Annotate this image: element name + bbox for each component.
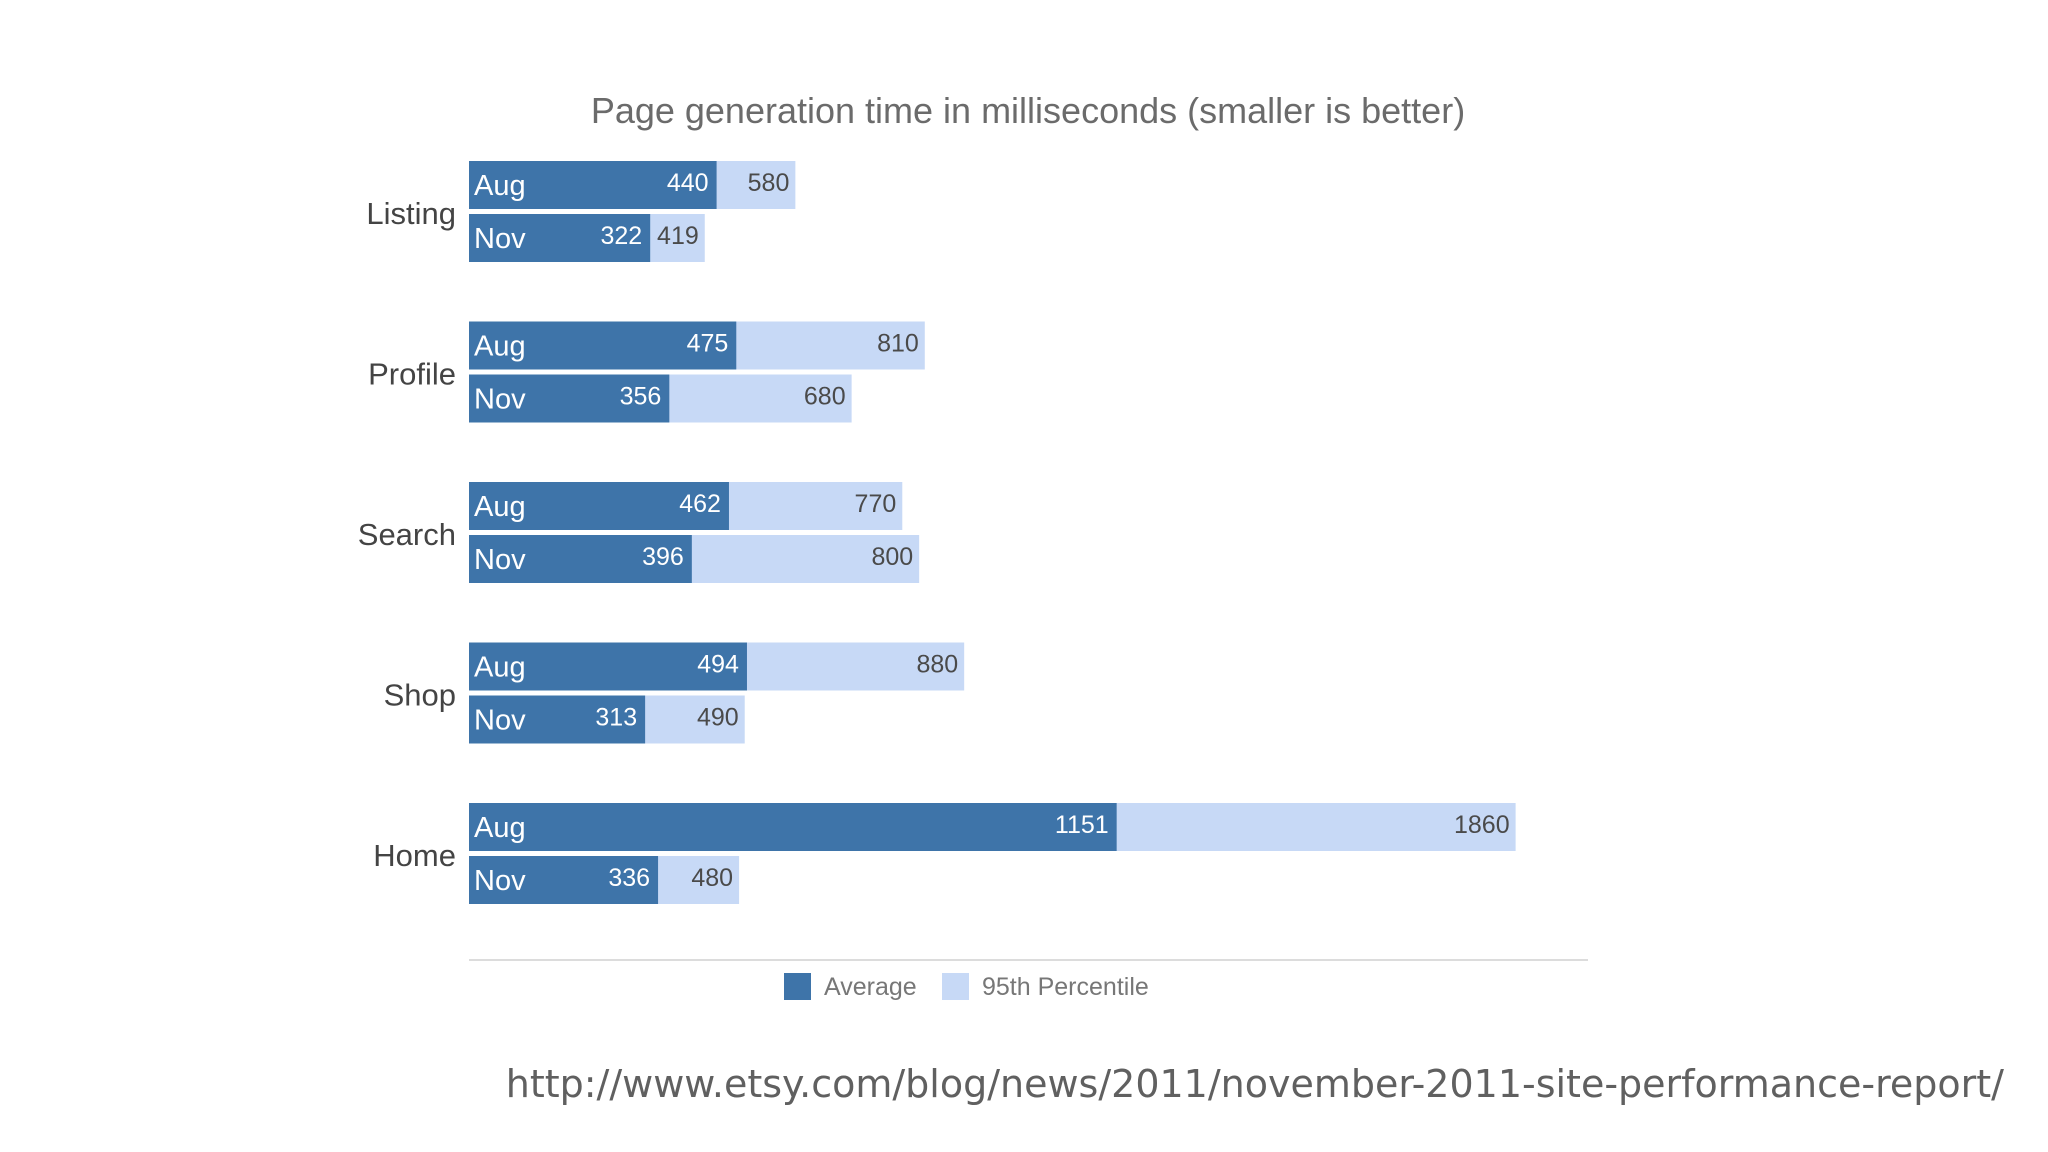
period-label-home-nov: Nov	[474, 865, 526, 897]
bar-average-home-aug	[469, 803, 1117, 851]
bar-average-profile-nov	[469, 374, 670, 423]
category-label-profile: Profile	[368, 357, 456, 392]
value-label-average-home-aug: 1151	[1055, 811, 1109, 839]
value-label-95th-percentile-profile-nov: 680	[804, 383, 846, 411]
legend: Average 95th Percentile	[784, 973, 1149, 1001]
bar-average-shop-nov	[469, 695, 646, 744]
period-label-profile-nov: Nov	[474, 384, 526, 416]
value-label-average-listing-aug: 440	[667, 169, 709, 197]
value-label-average-profile-nov: 356	[620, 383, 662, 411]
period-label-listing-aug: Aug	[474, 170, 526, 202]
value-label-average-listing-nov: 322	[600, 222, 642, 250]
legend-label-average: Average	[824, 973, 917, 1001]
value-label-95th-percentile-search-aug: 770	[855, 490, 897, 518]
value-label-95th-percentile-shop-aug: 880	[916, 651, 958, 679]
period-label-home-aug: Aug	[474, 812, 526, 844]
period-label-search-aug: Aug	[474, 491, 526, 523]
period-label-profile-aug: Aug	[474, 331, 526, 363]
value-label-95th-percentile-listing-aug: 580	[748, 169, 790, 197]
period-label-shop-aug: Aug	[474, 652, 526, 684]
bars-layer: Listing Aug 440 580 Nov 322 419 Profile Aug 475 81…	[358, 161, 1516, 904]
bar-average-search-aug	[469, 482, 729, 530]
period-label-shop-nov: Nov	[474, 705, 526, 737]
category-label-home: Home	[373, 838, 456, 873]
value-label-average-shop-aug: 494	[697, 651, 739, 679]
bar-average-listing-nov	[469, 214, 651, 262]
value-label-95th-percentile-home-nov: 480	[691, 864, 733, 892]
value-label-95th-percentile-shop-nov: 490	[697, 704, 739, 732]
bar-average-listing-aug	[469, 161, 717, 209]
category-label-shop: Shop	[384, 678, 456, 713]
value-label-average-shop-nov: 313	[595, 704, 637, 732]
legend-label-95th-percentile: 95th Percentile	[982, 973, 1149, 1001]
category-label-search: Search	[358, 517, 456, 552]
value-label-95th-percentile-listing-nov: 419	[657, 222, 699, 250]
category-label-listing: Listing	[366, 196, 456, 231]
bar-average-profile-aug	[469, 321, 737, 370]
bar-average-search-nov	[469, 535, 692, 583]
value-label-average-search-aug: 462	[679, 490, 721, 518]
period-label-listing-nov: Nov	[474, 223, 526, 255]
chart-title: Page generation time in milliseconds (sm…	[591, 90, 1465, 131]
source-url[interactable]: http://www.etsy.com/blog/news/2011/novem…	[505, 1062, 2004, 1106]
bar-average-home-nov	[469, 856, 659, 904]
period-label-search-nov: Nov	[474, 544, 526, 576]
legend-swatch-average	[784, 973, 811, 1000]
value-label-average-home-nov: 336	[608, 864, 650, 892]
value-label-average-search-nov: 396	[642, 543, 684, 571]
legend-swatch-95th-percentile	[942, 973, 969, 1000]
value-label-95th-percentile-home-aug: 1860	[1454, 811, 1510, 839]
value-label-average-profile-aug: 475	[687, 330, 729, 358]
value-label-95th-percentile-search-nov: 800	[871, 543, 913, 571]
bar-average-shop-aug	[469, 642, 747, 691]
value-label-95th-percentile-profile-aug: 810	[877, 330, 919, 358]
